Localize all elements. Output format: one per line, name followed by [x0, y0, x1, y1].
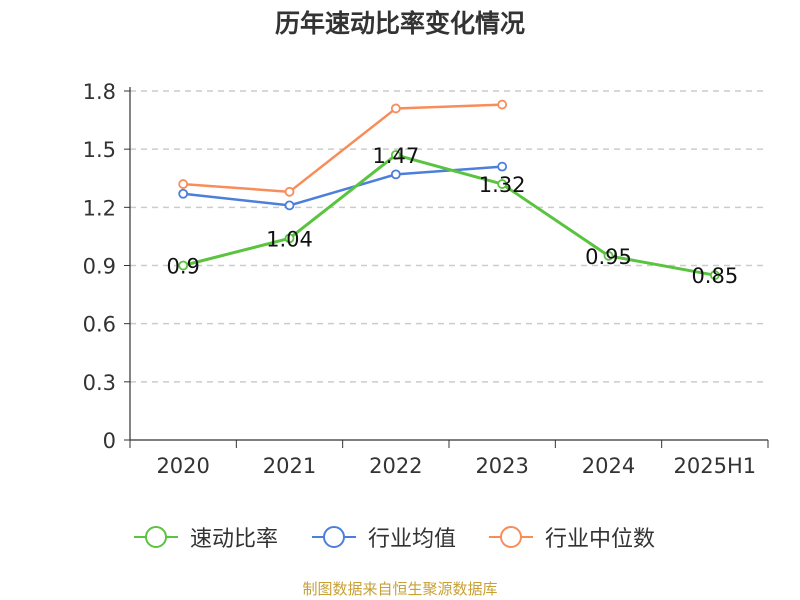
- y-tick-label: 1.8: [83, 80, 116, 104]
- chart-legend: 速动比率 行业均值 行业中位数: [0, 520, 800, 554]
- data-label: 0.85: [691, 264, 738, 288]
- data-point: [390, 150, 401, 160]
- legend-label-quick-ratio: 速动比率: [190, 527, 279, 552]
- y-tick-label: 0.6: [83, 313, 116, 337]
- y-tick-label: 0.3: [83, 371, 116, 395]
- data-point: [284, 200, 295, 211]
- legend-marker-industry-mean: [312, 526, 356, 548]
- data-label: 0.95: [585, 245, 632, 269]
- data-point: [603, 250, 614, 261]
- data-point: [497, 161, 508, 172]
- y-tick-label: 1.2: [83, 196, 116, 220]
- x-tick-label: 2023: [475, 454, 528, 478]
- data-label: 1.04: [266, 227, 313, 251]
- legend-label-industry-mean: 行业均值: [368, 527, 457, 552]
- y-tick-label: 0: [103, 429, 116, 453]
- x-tick-label: 2024: [582, 454, 635, 478]
- legend-label-industry-median: 行业中位数: [545, 527, 656, 552]
- data-point: [497, 179, 508, 189]
- data-point: [390, 103, 401, 114]
- data-point: [709, 270, 720, 281]
- legend-marker-industry-median: [489, 526, 533, 548]
- series-line: [182, 153, 716, 277]
- x-tick-label: 2021: [263, 454, 316, 478]
- data-point: [390, 169, 401, 180]
- x-tick-label: 2025H1: [674, 454, 757, 478]
- y-tick-label: 1.5: [83, 138, 116, 162]
- legend-marker-quick-ratio: [134, 526, 178, 548]
- legend-item-industry-mean[interactable]: 行业均值: [310, 520, 456, 554]
- legend-item-industry-median[interactable]: 行业中位数: [487, 520, 655, 554]
- data-source-note: 制图数据来自恒生聚源数据库: [302, 580, 498, 598]
- data-point: [284, 233, 295, 244]
- legend-item-quick-ratio[interactable]: 速动比率: [132, 520, 278, 554]
- data-point: [178, 188, 189, 199]
- y-tick-label: 0.9: [83, 255, 116, 279]
- series-line: [183, 103, 503, 194]
- chart-title: 历年速动比率变化情况: [274, 9, 525, 38]
- x-tick-label: 2022: [369, 454, 422, 478]
- data-point: [497, 99, 508, 110]
- data-label: 0.9: [166, 255, 199, 279]
- data-label: 1.47: [372, 144, 419, 168]
- data-point: [284, 186, 295, 197]
- data-label: 1.32: [479, 173, 526, 197]
- data-point: [178, 179, 189, 189]
- data-point: [178, 260, 189, 271]
- x-tick-label: 2020: [156, 454, 209, 478]
